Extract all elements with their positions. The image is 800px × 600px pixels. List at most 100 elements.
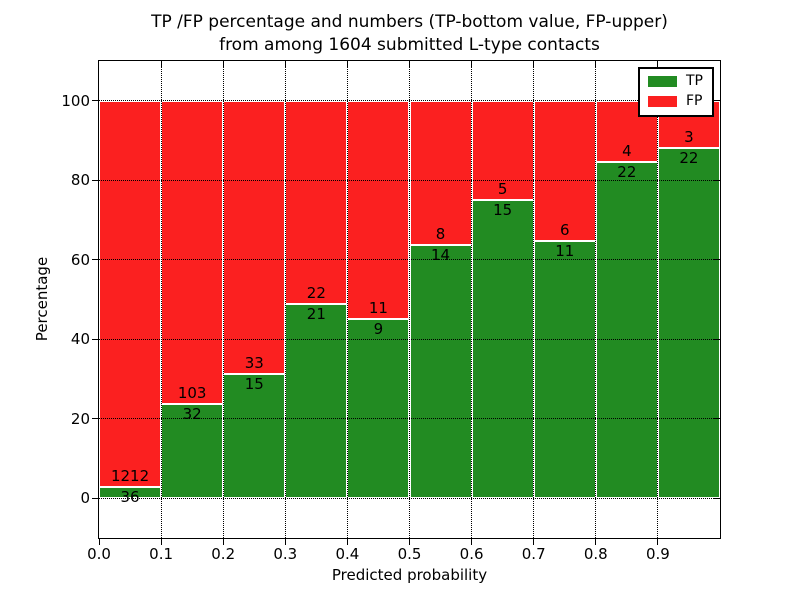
x-tick-mark-inner [160, 61, 162, 67]
y-tick-mark [92, 259, 98, 261]
y-tick-label: 80 [70, 171, 90, 190]
y-tick-mark-inner [714, 179, 720, 181]
x-gridline [657, 61, 659, 538]
y-tick-mark-inner [714, 100, 720, 102]
bar-segment-fp [161, 100, 224, 405]
y-tick-mark-inner [714, 338, 720, 340]
bar-segment-tp [161, 404, 224, 499]
bar-segment-tp [285, 304, 348, 499]
chart-title-line2: from among 1604 submitted L-type contact… [219, 35, 600, 55]
fp-count-label: 22 [306, 284, 326, 303]
legend-entry-fp: FP [648, 94, 703, 109]
x-tick-mark-inner [657, 61, 659, 67]
x-gridline [409, 61, 410, 538]
tp-count-label: 11 [555, 242, 575, 261]
x-tick-mark-inner [284, 61, 286, 67]
x-tick-label: 0.2 [211, 545, 236, 563]
y-tick-label: 20 [70, 409, 90, 428]
bar-segment-fp [223, 100, 286, 375]
y-tick-mark [92, 497, 98, 499]
x-tick-mark [657, 539, 659, 545]
x-tick-label: 0.9 [645, 545, 670, 563]
tp-count-label: 32 [182, 405, 202, 424]
chart-title-line1: TP /FP percentage and numbers (TP-bottom… [151, 12, 668, 32]
y-tick-label: 40 [70, 330, 90, 349]
plot-area: TP FP 0 20 40 60 80 100 1212 36 103 32 33 15 22 21 11 9 8… [61, 60, 721, 563]
bar-segment-tp [471, 200, 534, 499]
fp-count-label: 4 [622, 141, 632, 160]
x-tick-mark [595, 539, 597, 545]
x-tick-label: 0.6 [459, 545, 484, 563]
tp-count-label: 22 [617, 162, 637, 181]
x-tick-mark [98, 539, 100, 545]
tp-count-label: 9 [373, 320, 384, 339]
y-tick-mark-inner [714, 497, 720, 499]
fp-count-label: 6 [559, 221, 570, 240]
tp-count-label: 14 [431, 246, 451, 265]
bar-segment-fp [99, 100, 162, 487]
y-tick-label: 100 [61, 91, 90, 110]
x-tick-mark [284, 539, 286, 545]
legend-swatch-tp [648, 76, 677, 87]
x-tick-mark [471, 539, 473, 545]
x-tick-label: 0.8 [583, 545, 608, 563]
legend: TP FP [638, 67, 714, 117]
bar-segment-fp [471, 100, 534, 201]
tp-count-label: 36 [120, 487, 140, 506]
x-tick-label: 0.7 [521, 545, 546, 563]
x-tick-mark-inner [533, 61, 535, 67]
y-tick-mark [92, 418, 98, 420]
bar-segment-tp [533, 241, 596, 499]
y-tick-label: 0 [80, 489, 90, 508]
x-tick-mark-inner [471, 61, 473, 67]
x-gridline [346, 61, 348, 538]
fp-count-label: 8 [435, 225, 446, 244]
fp-count-label: 3 [684, 128, 694, 147]
fp-count-label: 103 [177, 384, 207, 403]
legend-entry-tp: TP [648, 74, 703, 89]
x-tick-mark [222, 539, 224, 545]
x-gridline [533, 61, 535, 538]
x-tick-mark [160, 539, 162, 545]
x-tick-mark [409, 539, 410, 545]
tp-count-label: 15 [244, 375, 264, 394]
x-tick-mark-inner [409, 61, 410, 67]
x-tick-label: 0.4 [335, 545, 360, 563]
y-tick-mark [92, 179, 98, 181]
x-gridline [160, 61, 162, 538]
x-gridline [222, 61, 224, 538]
bar-segment-tp [595, 161, 658, 499]
x-tick-mark-inner [595, 61, 597, 67]
x-gridline [284, 61, 286, 538]
x-gridline [595, 61, 597, 538]
x-gridline [471, 61, 473, 538]
bar-segment-fp [285, 100, 348, 305]
y-axis-label: Percentage [33, 256, 51, 342]
x-tick-label: 0.3 [273, 545, 298, 563]
tp-count-label: 22 [679, 149, 699, 168]
bar-segment-tp [409, 245, 472, 499]
x-tick-label: 0.5 [397, 545, 422, 563]
legend-swatch-fp [648, 96, 677, 107]
x-tick-mark-inner [346, 61, 348, 67]
bar-segment-fp [533, 100, 596, 242]
chart-title: TP /FP percentage and numbers (TP-bottom… [99, 11, 720, 57]
bar-segment-tp [347, 319, 410, 499]
fp-count-label: 33 [244, 354, 264, 373]
x-tick-label: 0.0 [87, 545, 111, 563]
tp-count-label: 21 [306, 305, 326, 324]
fp-count-label: 5 [497, 180, 508, 199]
legend-label-tp: TP [686, 73, 703, 89]
bar-segment-tp [99, 486, 162, 499]
x-tick-mark [346, 539, 348, 545]
tp-count-label: 15 [493, 201, 513, 220]
bar-segment-tp [223, 374, 286, 499]
bar-segment-fp [409, 100, 472, 246]
y-tick-mark-inner [714, 418, 720, 420]
y-tick-mark-inner [714, 259, 720, 261]
bar-segment-tp [657, 148, 720, 499]
x-axis-label: Predicted probability [331, 566, 488, 584]
y-tick-mark [92, 338, 98, 340]
y-tick-label: 60 [70, 250, 90, 269]
